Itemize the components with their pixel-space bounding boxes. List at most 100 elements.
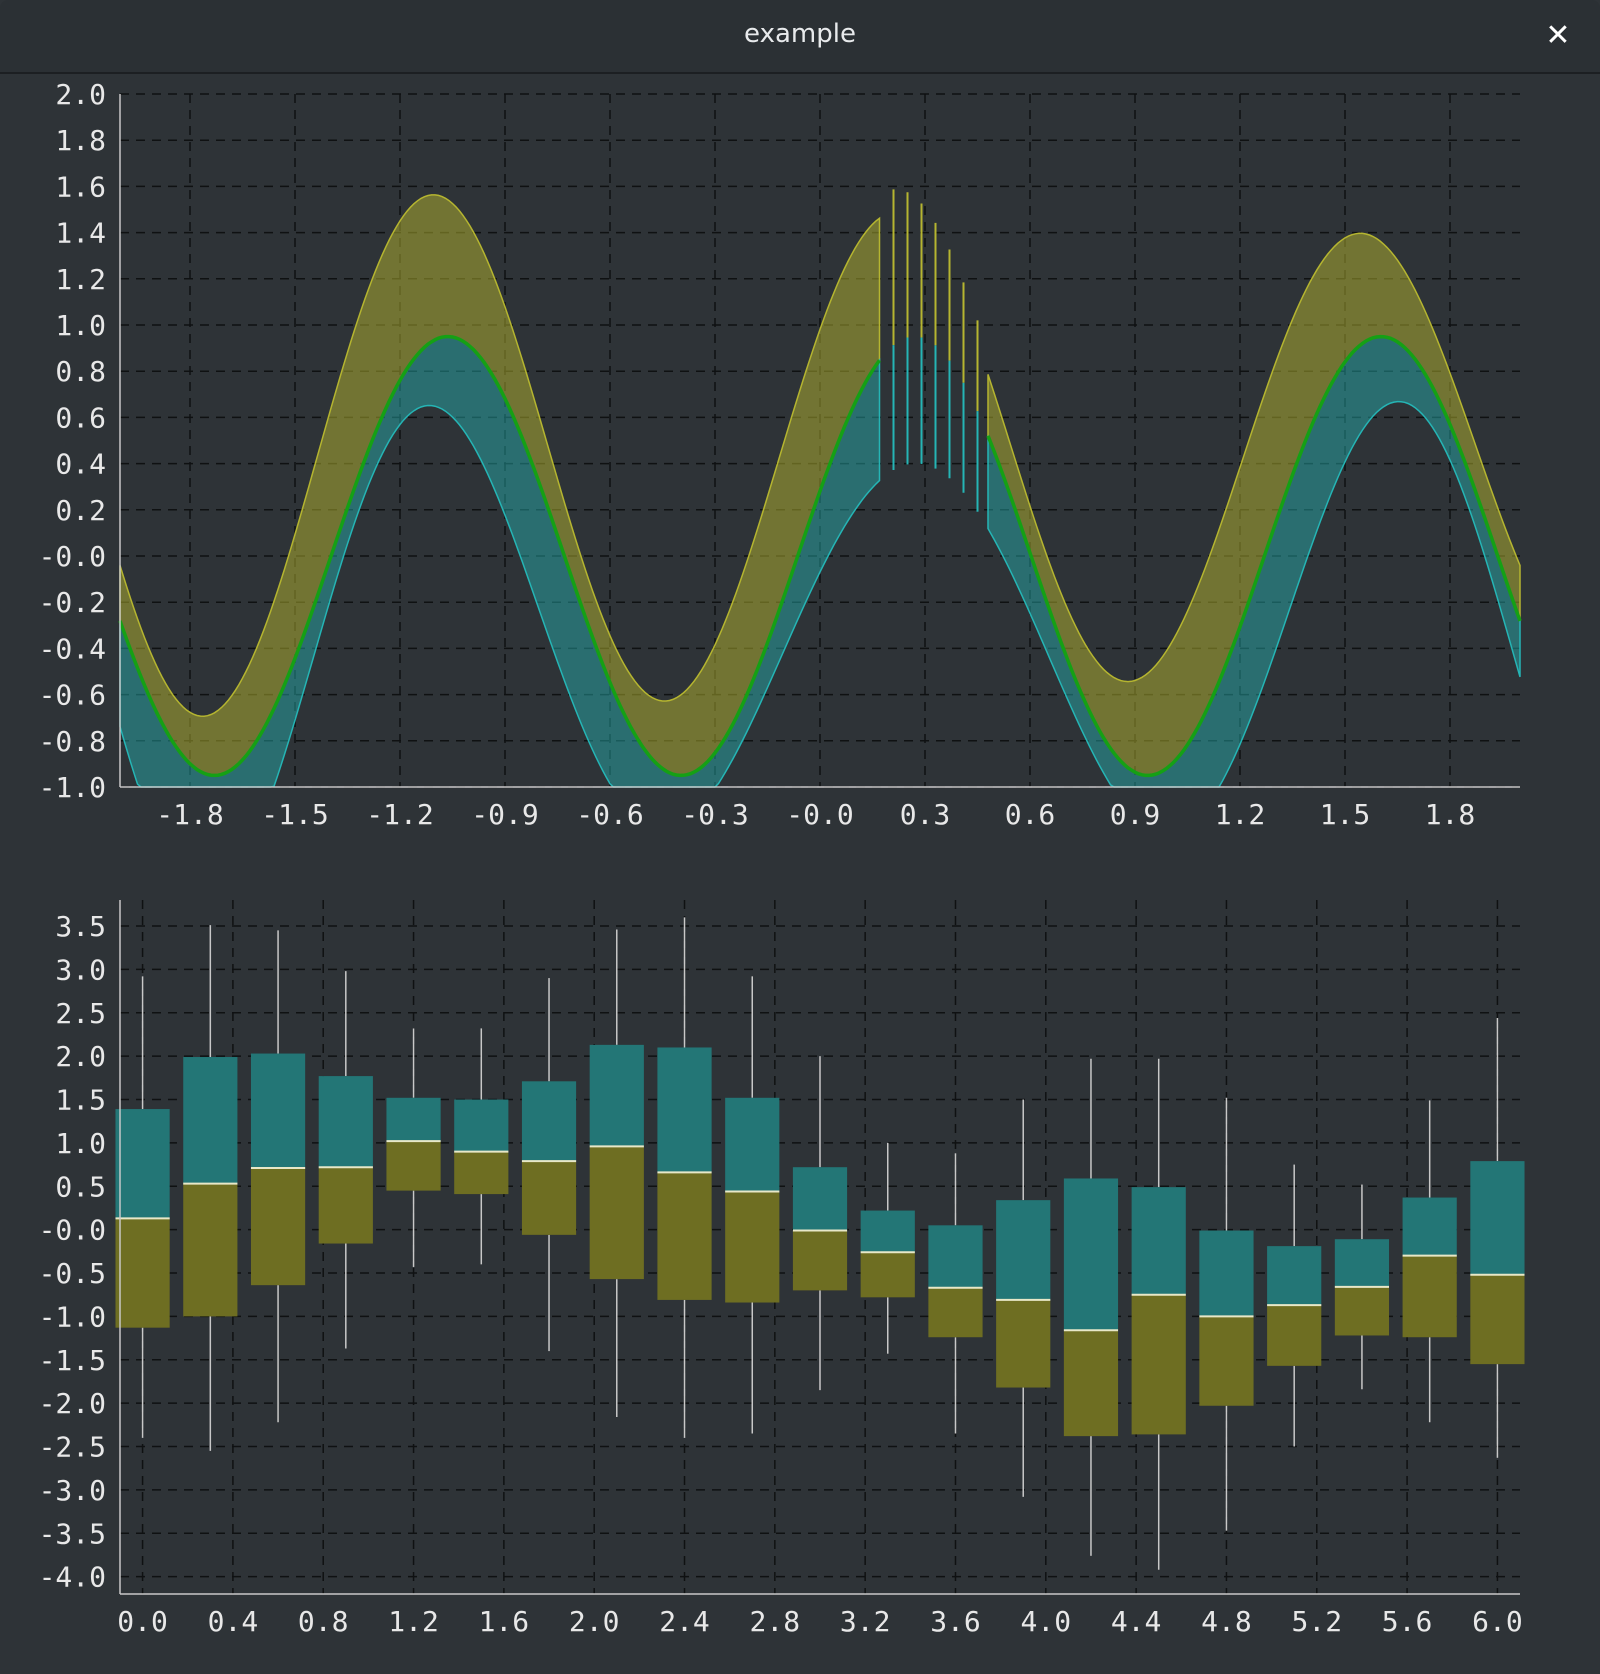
box-lower-half: [725, 1191, 780, 1303]
y-tick-label: 1.4: [55, 217, 106, 250]
y-tick-label: 2.0: [55, 78, 106, 111]
box-upper-half: [725, 1097, 780, 1192]
box-lower-half: [1402, 1255, 1457, 1338]
x-tick-label: 4.0: [1021, 1605, 1072, 1638]
box-lower-half: [183, 1183, 238, 1317]
y-tick-label: 0.8: [55, 355, 106, 388]
x-tick-label: 2.4: [659, 1605, 710, 1638]
box-lower-half: [1199, 1316, 1254, 1406]
center-line: [118, 334, 881, 778]
box-lower-half: [1267, 1305, 1322, 1366]
title-bar[interactable]: example ✕: [0, 0, 1600, 74]
y-tick-label: 0.5: [55, 1170, 106, 1203]
box-lower-half: [115, 1218, 170, 1328]
y-tick-label: -2.5: [39, 1431, 106, 1464]
box-lower-half: [928, 1287, 983, 1338]
y-tick-label: 2.0: [55, 1040, 106, 1073]
x-tick-label: 1.2: [388, 1605, 439, 1638]
y-tick-label: 0.2: [55, 494, 106, 527]
x-tick-label: -1.2: [366, 798, 433, 831]
x-tick-label: -1.5: [261, 798, 328, 831]
y-tick-label: -0.0: [39, 1214, 106, 1247]
box-upper-half: [1334, 1239, 1390, 1287]
x-tick-label: 0.6: [1005, 798, 1056, 831]
box-upper-half: [589, 1044, 644, 1147]
x-tick-label: 1.8: [1425, 798, 1476, 831]
box-upper-half: [657, 1047, 712, 1173]
x-tick-label: 0.8: [298, 1605, 349, 1638]
y-tick-label: 3.5: [55, 910, 106, 943]
box-lower-half: [1131, 1294, 1186, 1435]
y-tick-label: -0.6: [39, 679, 106, 712]
line-area-chart: -1.0 -0.8 -0.6 -0.4 -0.2 -0.0 0.2 0.4 0.6 0.8 1.0 1…: [39, 78, 1522, 831]
x-tick-label: 6.0: [1472, 1605, 1523, 1638]
x-tick-label: 1.5: [1320, 798, 1371, 831]
y-tick-label: 1.0: [55, 1127, 106, 1160]
x-tick-label: 0.3: [900, 798, 951, 831]
y-tick-label: -0.8: [39, 725, 106, 758]
box-lower-half: [1334, 1286, 1390, 1336]
box-lower-half: [1470, 1274, 1525, 1365]
x-tick-label: 1.6: [479, 1605, 530, 1638]
y-tick-label: -3.5: [39, 1517, 106, 1550]
box-upper-half: [1267, 1246, 1322, 1306]
box-lower-half: [792, 1230, 848, 1291]
x-tick-label: -0.3: [681, 798, 748, 831]
y-tick-label: 0.6: [55, 401, 106, 434]
box-lower-half: [318, 1167, 373, 1244]
y-tick-label: -1.0: [39, 1300, 106, 1333]
y-tick-label: -0.2: [39, 586, 106, 619]
y-tick-label: 3.0: [55, 953, 106, 986]
box-lower-half: [454, 1151, 509, 1195]
y-tick-label: -2.0: [39, 1387, 106, 1420]
x-tick-label: -1.8: [156, 798, 223, 831]
y-tick-label: -0.0: [39, 540, 106, 573]
y-tick-label: 1.6: [55, 170, 106, 203]
y-tick-label: -4.0: [39, 1561, 106, 1594]
window-title: example: [744, 19, 856, 49]
y-tick-label: -3.0: [39, 1474, 106, 1507]
y-tick-label: -0.5: [39, 1257, 106, 1290]
x-tick-label: -0.6: [576, 798, 643, 831]
box-lower-half: [657, 1172, 712, 1300]
box-lower-half: [589, 1146, 644, 1280]
x-tick-label: 1.2: [1215, 798, 1266, 831]
box-upper-half: [1063, 1178, 1119, 1331]
box-upper-half: [1402, 1197, 1457, 1256]
y-tick-label: 1.0: [55, 309, 106, 342]
x-tick-label: 5.6: [1382, 1605, 1433, 1638]
x-tick-label: -0.9: [471, 798, 538, 831]
x-tick-label: 3.6: [930, 1605, 981, 1638]
box-plot-chart: -4.0 -3.5 -3.0 -2.5 -2.0 -1.5 -1.0 -0.5 -0.0 0.5 1…: [39, 900, 1525, 1638]
y-tick-label: -1.5: [39, 1344, 106, 1377]
y-tick-label: 1.5: [55, 1084, 106, 1117]
box-upper-half: [183, 1057, 238, 1184]
center-line: [986, 334, 1522, 778]
box-lower-half: [386, 1141, 441, 1191]
box-upper-half: [1131, 1187, 1186, 1295]
box-upper-half: [250, 1053, 306, 1169]
box-lower-half: [860, 1252, 915, 1298]
box-upper-half: [318, 1076, 373, 1168]
box-upper-half: [386, 1097, 441, 1142]
x-tick-label: 0.0: [117, 1605, 168, 1638]
box-upper-half: [996, 1200, 1051, 1300]
box-lower-half: [996, 1299, 1051, 1388]
close-button[interactable]: ✕: [1538, 16, 1578, 56]
x-tick-label: 2.0: [569, 1605, 620, 1638]
box-upper-half: [115, 1109, 170, 1219]
y-tick-label: -0.4: [39, 632, 106, 665]
y-tick-label: 2.5: [55, 997, 106, 1030]
y-tick-label: 1.2: [55, 263, 106, 296]
y-tick-label: 0.4: [55, 448, 106, 481]
close-icon: ✕: [1545, 18, 1571, 53]
box-upper-half: [928, 1225, 983, 1288]
x-tick-label: 4.4: [1111, 1605, 1162, 1638]
box-upper-half: [1470, 1161, 1525, 1275]
box-upper-half: [860, 1210, 915, 1253]
box-lower-half: [1063, 1330, 1119, 1437]
box-upper-half: [454, 1099, 509, 1152]
x-tick-label: 3.2: [840, 1605, 891, 1638]
